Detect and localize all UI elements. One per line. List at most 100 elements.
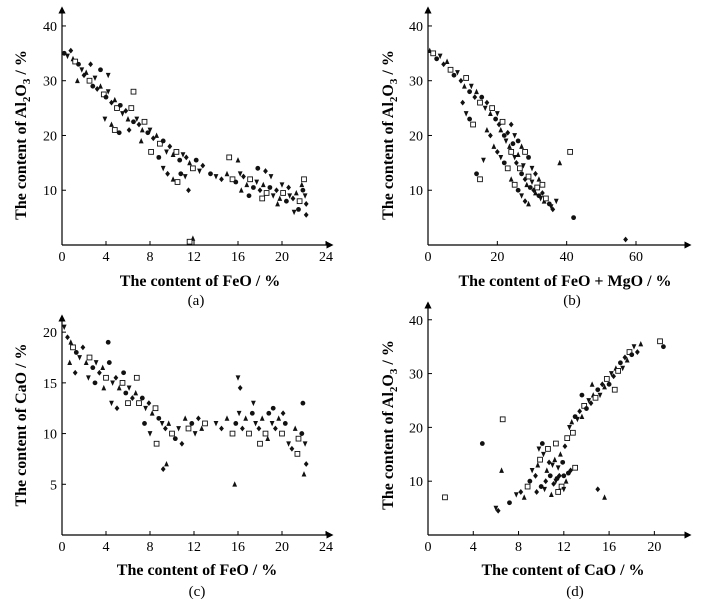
data-point xyxy=(241,173,246,180)
data-point xyxy=(467,116,472,122)
data-point xyxy=(567,424,572,431)
y-tick-label: 20 xyxy=(409,421,423,436)
data-point xyxy=(597,392,603,399)
data-point xyxy=(156,154,162,160)
data-point xyxy=(178,171,184,177)
data-point xyxy=(631,344,637,350)
data-point xyxy=(247,176,253,183)
data-point xyxy=(553,198,559,205)
ylabel-c: The content of CaO / % xyxy=(13,343,30,506)
y-tick-label: 40 xyxy=(409,314,423,329)
data-point xyxy=(526,200,531,207)
data-point xyxy=(529,468,535,474)
data-point xyxy=(146,400,152,407)
data-point xyxy=(98,67,103,73)
data-point xyxy=(571,215,576,221)
data-point xyxy=(488,110,493,116)
y-tick-label: 20 xyxy=(409,129,423,144)
data-point xyxy=(508,149,515,155)
data-point xyxy=(229,176,236,183)
x-tick-label: 4 xyxy=(103,540,110,555)
y-tick-label: 30 xyxy=(43,75,57,90)
data-point xyxy=(113,374,119,381)
data-point xyxy=(179,440,185,447)
data-point xyxy=(165,170,170,177)
data-point xyxy=(437,53,443,60)
x-tick-label: 20 xyxy=(275,250,289,265)
data-point xyxy=(499,118,506,125)
data-point xyxy=(134,116,140,123)
x-tick-label: 40 xyxy=(560,250,574,265)
data-point xyxy=(611,373,617,380)
data-point xyxy=(229,430,236,437)
data-point xyxy=(529,165,535,172)
data-point xyxy=(657,338,663,345)
data-point xyxy=(163,425,168,432)
data-point xyxy=(94,86,100,92)
y-tick-label: 30 xyxy=(409,75,423,90)
data-point xyxy=(244,181,250,188)
data-point xyxy=(484,99,490,106)
data-point xyxy=(493,505,499,512)
y-tick-label: 40 xyxy=(409,20,423,35)
data-point xyxy=(126,385,132,391)
data-point xyxy=(233,179,239,185)
data-point xyxy=(123,390,129,396)
data-point xyxy=(289,445,295,452)
data-point xyxy=(545,446,551,452)
data-point xyxy=(534,489,540,495)
data-point xyxy=(533,189,538,196)
data-point xyxy=(303,211,309,218)
data-point xyxy=(105,72,111,79)
data-point xyxy=(282,421,288,426)
data-point xyxy=(520,163,526,169)
data-point xyxy=(539,181,546,188)
data-point xyxy=(72,58,79,65)
data-point xyxy=(302,193,308,199)
data-point xyxy=(114,405,120,412)
data-point xyxy=(253,421,258,427)
data-point xyxy=(130,395,135,401)
data-point xyxy=(164,461,169,467)
data-point xyxy=(562,443,568,450)
x-tick-label: 0 xyxy=(425,540,432,555)
data-point xyxy=(148,149,154,155)
data-point xyxy=(147,127,153,133)
data-point xyxy=(263,190,270,196)
data-point xyxy=(226,154,233,161)
data-point xyxy=(160,466,166,472)
data-point xyxy=(561,486,567,493)
data-point xyxy=(246,430,252,437)
caption-c: (c) xyxy=(189,584,206,599)
data-point xyxy=(90,365,96,371)
data-point xyxy=(240,425,245,432)
data-point xyxy=(190,165,196,172)
data-point xyxy=(102,116,108,123)
data-point xyxy=(286,441,291,447)
data-point xyxy=(474,88,479,95)
data-point xyxy=(243,415,249,421)
data-point xyxy=(280,190,286,196)
data-point xyxy=(149,410,155,416)
panel-a: 0 4 8 12 16 20 24 10 20 30 40 The content of FeO /… xyxy=(13,6,334,309)
data-point xyxy=(514,159,519,166)
data-point xyxy=(589,381,595,387)
data-point xyxy=(98,83,103,89)
data-point xyxy=(277,195,283,201)
ylabel-d: The content of Al2O3 / % xyxy=(380,340,400,510)
data-point xyxy=(219,425,224,432)
data-point xyxy=(196,415,201,422)
data-point xyxy=(618,360,623,366)
data-point xyxy=(279,182,285,188)
data-point xyxy=(507,500,512,506)
data-point xyxy=(112,96,118,103)
y-tick-label: 10 xyxy=(409,475,423,490)
data-point xyxy=(88,61,93,68)
data-point xyxy=(164,149,169,155)
data-point xyxy=(236,410,242,417)
y-tick-label: 5 xyxy=(50,478,57,493)
data-point xyxy=(534,184,541,191)
data-point xyxy=(280,410,286,417)
data-point xyxy=(529,179,535,186)
data-point xyxy=(588,400,594,407)
